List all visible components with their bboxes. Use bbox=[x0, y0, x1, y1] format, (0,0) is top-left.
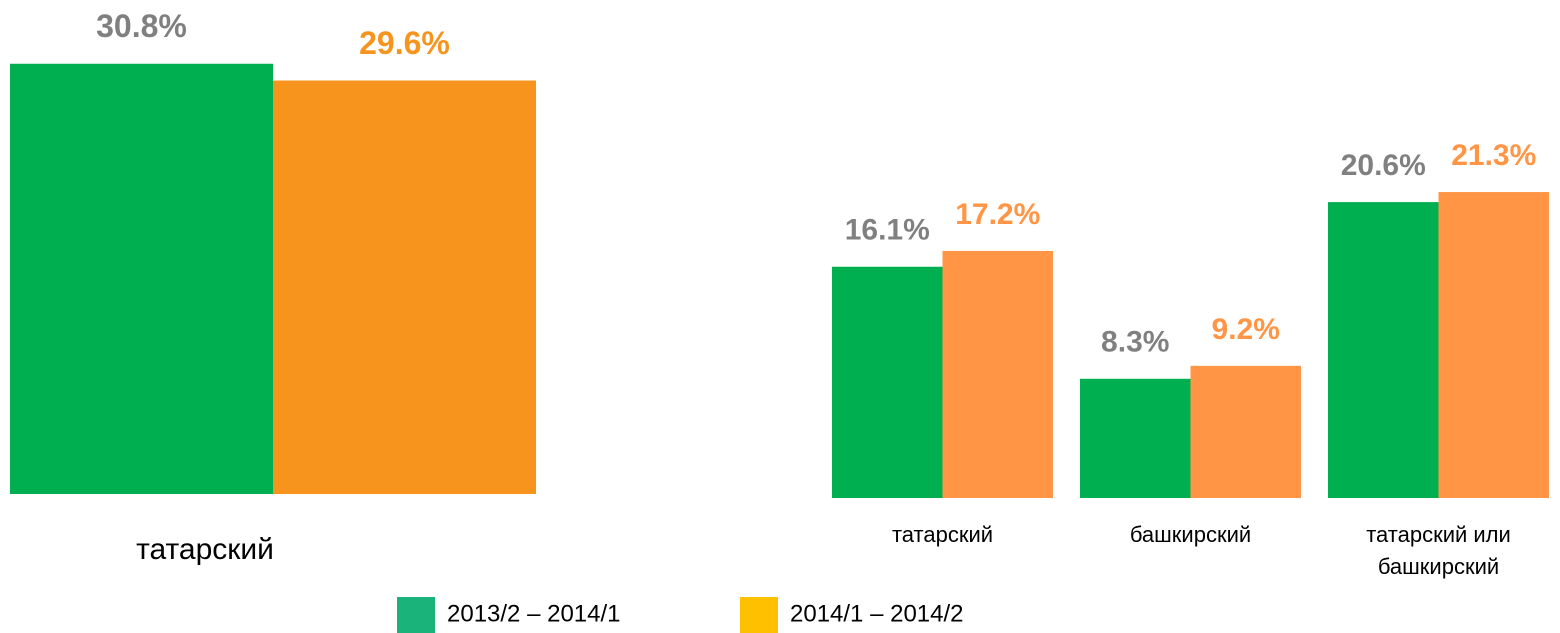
bar bbox=[273, 80, 536, 495]
bar bbox=[1328, 202, 1439, 499]
value-label: 29.6% bbox=[359, 25, 450, 61]
legend-swatch bbox=[740, 597, 778, 633]
value-label: 16.1% bbox=[845, 214, 930, 247]
category-label: татарский или башкирский bbox=[1366, 522, 1511, 579]
bar-chart: 16.1% 17.2% татарский 8.3% 9.2% башкирский 20.… bbox=[832, 139, 1549, 579]
bar bbox=[832, 266, 943, 498]
bar bbox=[1438, 192, 1549, 498]
legend-swatch bbox=[397, 597, 435, 633]
legend-label: 2013/2 – 2014/1 bbox=[447, 600, 621, 627]
value-label: 9.2% bbox=[1212, 313, 1280, 346]
value-label: 30.8% bbox=[96, 8, 187, 44]
legend: 2013/2 – 2014/1 2014/1 – 2014/2 bbox=[397, 597, 964, 633]
category-label: татарский bbox=[136, 533, 274, 566]
value-label: 21.3% bbox=[1451, 139, 1536, 172]
text-line: татарский или bbox=[1366, 522, 1511, 547]
category-label: татарский bbox=[892, 522, 993, 547]
value-label: 8.3% bbox=[1101, 326, 1169, 359]
bar bbox=[10, 63, 273, 494]
bar bbox=[942, 250, 1053, 498]
bar-chart: 30.8% 29.6% татарский bbox=[10, 8, 536, 566]
category-label: башкирский bbox=[1130, 522, 1251, 547]
value-label: 17.2% bbox=[955, 198, 1040, 231]
bar bbox=[1080, 378, 1191, 498]
value-label: 20.6% bbox=[1341, 149, 1426, 182]
legend-label: 2014/1 – 2014/2 bbox=[790, 600, 964, 627]
bar bbox=[1190, 365, 1301, 498]
text-line: башкирский bbox=[1378, 554, 1499, 579]
